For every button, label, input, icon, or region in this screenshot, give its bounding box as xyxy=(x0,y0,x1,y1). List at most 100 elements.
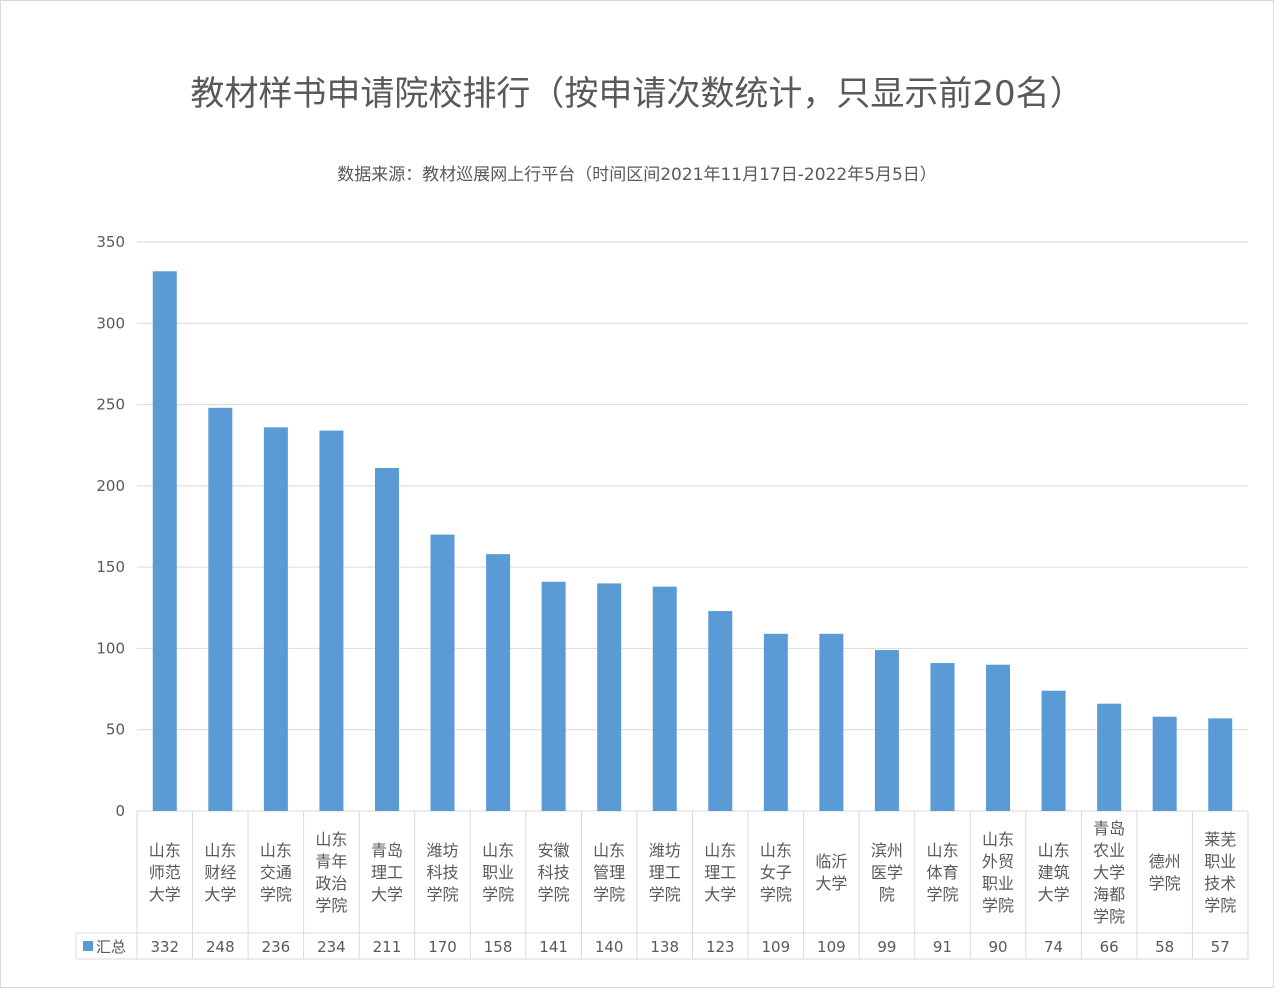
bar xyxy=(652,586,677,811)
x-category-label: 学院 xyxy=(760,885,792,904)
y-tick-label: 200 xyxy=(96,477,125,495)
x-category-label: 医学 xyxy=(871,863,903,882)
bar xyxy=(1097,703,1122,811)
x-category-label: 学院 xyxy=(926,885,958,904)
legend-swatch xyxy=(83,941,93,951)
data-label: 123 xyxy=(706,938,735,956)
x-category-label: 山东 xyxy=(704,841,736,860)
x-category-label: 学院 xyxy=(1093,907,1125,926)
x-category-label: 学院 xyxy=(315,896,347,915)
x-category-label: 山东 xyxy=(593,841,625,860)
y-tick-label: 100 xyxy=(96,639,125,657)
x-category-label: 大学 xyxy=(815,874,847,893)
grid-lines xyxy=(137,241,1248,812)
y-tick-label: 300 xyxy=(96,314,125,332)
data-label: 91 xyxy=(933,938,952,956)
bars xyxy=(152,271,1233,812)
x-category-label: 海都 xyxy=(1093,885,1125,904)
x-category-label: 技术 xyxy=(1204,874,1236,893)
bar xyxy=(374,467,399,811)
x-category-label: 大学 xyxy=(149,885,181,904)
x-category-label: 职业 xyxy=(982,874,1014,893)
x-category-label: 大学 xyxy=(1093,863,1125,882)
data-label: 138 xyxy=(650,938,679,956)
x-category-label: 潍坊 xyxy=(649,841,681,860)
bar xyxy=(874,650,899,811)
x-category-label: 职业 xyxy=(482,863,514,882)
chart-subtitle: 数据来源：教材巡展网上行平台（时间区间2021年11月17日-2022年5月5日… xyxy=(337,165,937,185)
data-label: 58 xyxy=(1155,938,1174,956)
data-label: 158 xyxy=(484,938,513,956)
y-tick-label: 150 xyxy=(96,558,125,576)
bar xyxy=(763,633,788,811)
chart-title: 教材样书申请院校排行（按申请次数统计，只显示前20名） xyxy=(190,74,1084,114)
data-label: 332 xyxy=(150,938,179,956)
bar xyxy=(152,271,177,812)
x-category-label: 山东 xyxy=(315,830,347,849)
bar xyxy=(208,407,233,811)
x-category-label: 大学 xyxy=(704,885,736,904)
legend-label: 汇总 xyxy=(96,938,126,956)
x-category-label: 青岛 xyxy=(371,841,403,860)
x-category-label: 山东 xyxy=(260,841,292,860)
x-category-label: 学院 xyxy=(982,896,1014,915)
data-label: 66 xyxy=(1100,938,1119,956)
x-category-label: 大学 xyxy=(204,885,236,904)
bar xyxy=(819,633,844,811)
data-table: 汇总山东师范大学332山东财经大学248山东交通学院236山东青年政治学院234… xyxy=(75,811,1249,960)
x-category-label: 潍坊 xyxy=(427,841,459,860)
x-category-label: 交通 xyxy=(260,863,292,882)
data-label: 57 xyxy=(1211,938,1230,956)
bar xyxy=(1041,690,1066,811)
bar xyxy=(708,611,733,811)
x-category-label: 院 xyxy=(879,885,895,904)
x-category-label: 体育 xyxy=(926,863,958,882)
bar xyxy=(597,583,622,811)
x-category-label: 建筑 xyxy=(1038,863,1070,882)
x-category-label: 安徽 xyxy=(538,841,570,860)
x-category-label: 大学 xyxy=(1038,885,1070,904)
x-category-label: 职业 xyxy=(1204,852,1236,871)
x-category-label: 学院 xyxy=(593,885,625,904)
x-category-label: 师范 xyxy=(149,863,181,882)
bar xyxy=(319,430,344,811)
bar xyxy=(1152,716,1177,811)
x-category-label: 学院 xyxy=(482,885,514,904)
data-label: 234 xyxy=(317,938,346,956)
x-category-label: 山东 xyxy=(482,841,514,860)
y-tick-label: 50 xyxy=(106,721,125,739)
x-category-label: 科技 xyxy=(538,863,570,882)
data-label: 74 xyxy=(1044,938,1063,956)
bar xyxy=(986,664,1011,811)
data-label: 99 xyxy=(877,938,896,956)
x-category-label: 理工 xyxy=(371,863,403,882)
x-category-label: 德州 xyxy=(1149,852,1181,871)
bar xyxy=(430,534,455,811)
x-category-label: 滨州 xyxy=(871,841,903,860)
bar xyxy=(263,427,288,811)
data-label: 170 xyxy=(428,938,457,956)
data-label: 140 xyxy=(595,938,624,956)
y-tick-label: 250 xyxy=(96,396,125,414)
x-category-label: 科技 xyxy=(427,863,459,882)
x-category-label: 山东 xyxy=(149,841,181,860)
x-category-label: 莱芜 xyxy=(1204,830,1236,849)
x-category-label: 大学 xyxy=(371,885,403,904)
x-category-label: 山东 xyxy=(760,841,792,860)
x-category-label: 政治 xyxy=(315,874,347,893)
x-category-label: 学院 xyxy=(1204,896,1236,915)
y-tick-label: 0 xyxy=(115,802,125,820)
x-category-label: 理工 xyxy=(649,863,681,882)
data-label: 109 xyxy=(817,938,846,956)
x-category-label: 农业 xyxy=(1093,841,1125,860)
data-label: 211 xyxy=(373,938,402,956)
data-label: 141 xyxy=(539,938,568,956)
data-label: 109 xyxy=(762,938,791,956)
x-category-label: 山东 xyxy=(982,830,1014,849)
bar xyxy=(486,554,511,811)
x-category-label: 学院 xyxy=(649,885,681,904)
x-category-label: 青岛 xyxy=(1093,819,1125,838)
x-category-label: 山东 xyxy=(204,841,236,860)
x-category-label: 学院 xyxy=(1149,874,1181,893)
